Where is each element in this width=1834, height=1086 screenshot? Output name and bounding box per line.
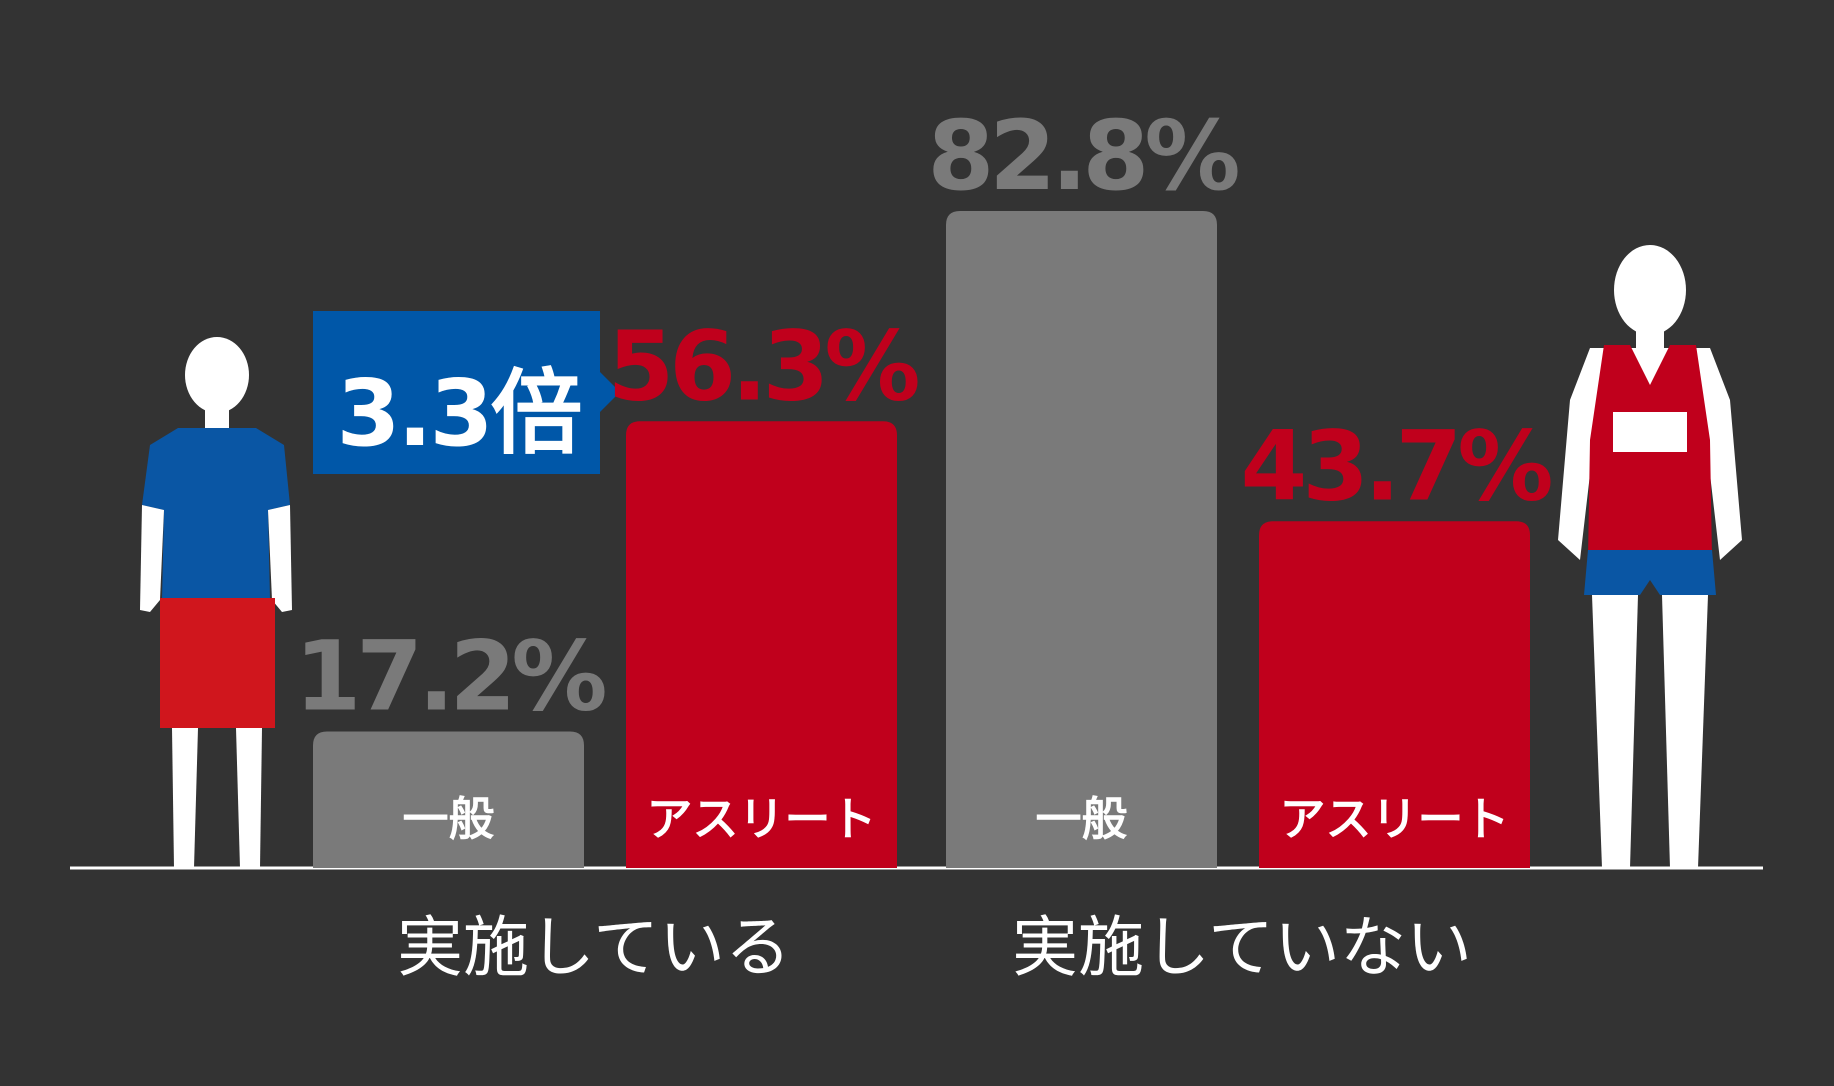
bar [626, 421, 897, 868]
bar-series-label: アスリート [647, 792, 877, 846]
bar [313, 731, 584, 868]
bar-series-label: 一般 [403, 792, 495, 846]
category-label: 実施していない [1012, 909, 1472, 986]
bar [946, 211, 1217, 868]
annotation: 3.3倍 [337, 360, 581, 467]
figure-athlete [1558, 245, 1742, 868]
figure-general [140, 337, 292, 868]
bar-series-label: 一般 [1036, 792, 1128, 846]
value-label: 82.8% [927, 100, 1238, 212]
value-label: 56.3% [607, 310, 918, 422]
category-label: 実施している [397, 909, 791, 986]
bar [1259, 521, 1530, 868]
value-label: 43.7% [1240, 410, 1551, 522]
bar-series-label: アスリート [1280, 792, 1510, 846]
value-label: 17.2% [294, 621, 605, 733]
annotation-box: 3.3倍 [313, 311, 620, 474]
